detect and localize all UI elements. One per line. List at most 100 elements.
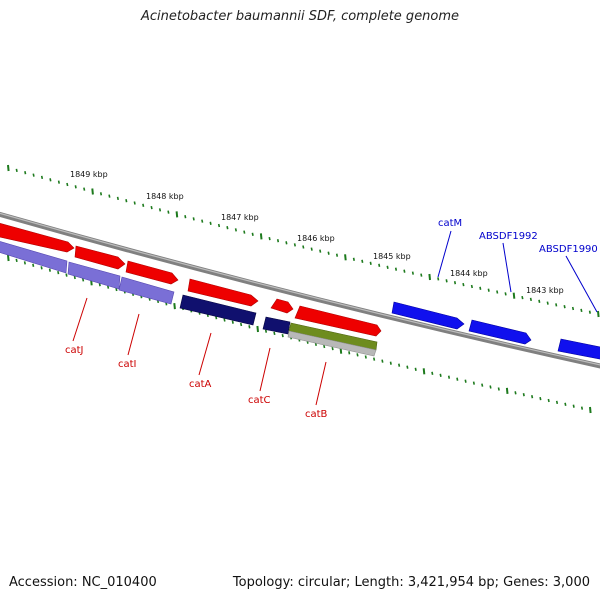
minor-tick (15, 168, 18, 173)
major-tick (7, 164, 10, 172)
minor-tick (323, 344, 326, 349)
major-tick (173, 303, 176, 310)
minor-tick (251, 232, 254, 236)
minor-tick (564, 402, 567, 406)
minor-tick (546, 301, 549, 305)
minor-tick (32, 263, 35, 267)
feature-red-1[interactable] (0, 222, 75, 253)
leader-catC (259, 347, 271, 392)
minor-tick (331, 346, 334, 351)
minor-tick (464, 379, 467, 383)
minor-tick (381, 359, 384, 363)
genome-backbone (0, 211, 600, 369)
major-tick (597, 310, 600, 318)
minor-tick (361, 259, 364, 263)
major-tick (589, 406, 592, 414)
minor-tick (588, 310, 591, 314)
minor-tick (447, 375, 451, 379)
minor-tick (496, 290, 499, 294)
minor-tick (142, 203, 145, 207)
forward-strand-features (0, 222, 600, 360)
minor-tick (215, 316, 218, 320)
minor-tick (243, 230, 246, 234)
minor-tick (364, 355, 367, 359)
feature-lavender-1[interactable] (0, 240, 68, 274)
minor-tick (521, 295, 524, 300)
gene-label-ABSDF1992[interactable]: ABSDF1992 (479, 231, 538, 242)
minor-tick (234, 228, 237, 232)
minor-tick (437, 277, 440, 281)
minor-tick (201, 219, 204, 223)
feature-red-3[interactable] (125, 260, 179, 285)
feature-blue-ABSDF1992[interactable] (468, 319, 532, 345)
major-tick (91, 188, 94, 195)
gene-label-catM[interactable]: catM (438, 218, 462, 229)
minor-tick (470, 284, 473, 289)
feature-blue-catM[interactable] (391, 301, 465, 330)
feature-red-5[interactable] (270, 298, 294, 314)
minor-tick (555, 400, 559, 405)
minor-tick (24, 171, 27, 175)
scale-labels: 1849 kbp 1848 kbp 1847 kbp 1846 kbp 1845… (70, 170, 564, 295)
accession-text: Accession: NC_010400 (9, 575, 157, 590)
minor-tick (209, 221, 212, 225)
leader-ABSDF1990 (565, 255, 598, 313)
feature-gray-catB[interactable] (287, 330, 377, 357)
reverse-strand-features (0, 240, 378, 357)
minor-tick (73, 275, 76, 280)
minor-tick (231, 320, 234, 324)
gene-label-catB[interactable]: catB (305, 409, 328, 420)
feature-blue-ABSDF1990[interactable] (557, 338, 600, 360)
minor-tick (268, 236, 271, 241)
feature-red-4[interactable] (187, 278, 259, 307)
major-tick (259, 233, 263, 240)
minor-tick (472, 381, 475, 385)
label-leaders (72, 230, 598, 406)
minor-tick (563, 305, 566, 309)
feature-red-6[interactable] (294, 305, 382, 337)
minor-tick (572, 404, 575, 408)
minor-tick (217, 223, 221, 228)
major-tick (7, 254, 10, 262)
scale-label-1844: 1844 kbp (450, 269, 488, 278)
minor-tick (522, 393, 525, 397)
minor-tick (302, 245, 305, 249)
minor-tick (66, 182, 69, 187)
leader-catM (437, 230, 452, 278)
gene-label-catJ[interactable]: catJ (65, 345, 84, 356)
minor-tick (273, 331, 276, 336)
minor-tick (571, 306, 575, 311)
minor-tick (369, 261, 372, 265)
minor-tick (529, 297, 532, 302)
minor-tick (248, 325, 251, 329)
minor-tick (115, 287, 118, 292)
feature-navy-catC[interactable] (262, 316, 291, 335)
minor-tick (394, 267, 398, 271)
gene-label-catA[interactable]: catA (189, 379, 212, 390)
minor-tick (133, 201, 136, 205)
major-tick (428, 273, 431, 281)
gene-label-catI[interactable]: catI (118, 359, 137, 370)
scale-label-1845: 1845 kbp (373, 252, 411, 261)
gene-label-ABSDF1990[interactable]: ABSDF1990 (539, 244, 598, 255)
minor-tick (240, 322, 243, 327)
minor-tick (99, 192, 103, 196)
scale-label-1846: 1846 kbp (297, 234, 335, 243)
feature-navy-catA[interactable] (179, 294, 257, 326)
minor-tick (83, 187, 86, 191)
major-tick (422, 368, 426, 375)
minor-tick (57, 270, 60, 275)
leader-ABSDF1992 (502, 242, 512, 293)
minor-tick (15, 258, 18, 263)
scale-label-1849: 1849 kbp (70, 170, 108, 179)
minor-tick (378, 263, 381, 267)
minor-tick (462, 282, 465, 287)
scale-label-1843: 1843 kbp (526, 286, 564, 295)
feature-red-2[interactable] (74, 245, 126, 270)
minor-tick (538, 299, 541, 303)
minor-tick (226, 226, 229, 230)
gene-label-catC[interactable]: catC (248, 395, 271, 406)
minor-tick (414, 367, 417, 371)
leader-catI (127, 313, 140, 356)
feature-lavender-3[interactable] (118, 276, 175, 305)
